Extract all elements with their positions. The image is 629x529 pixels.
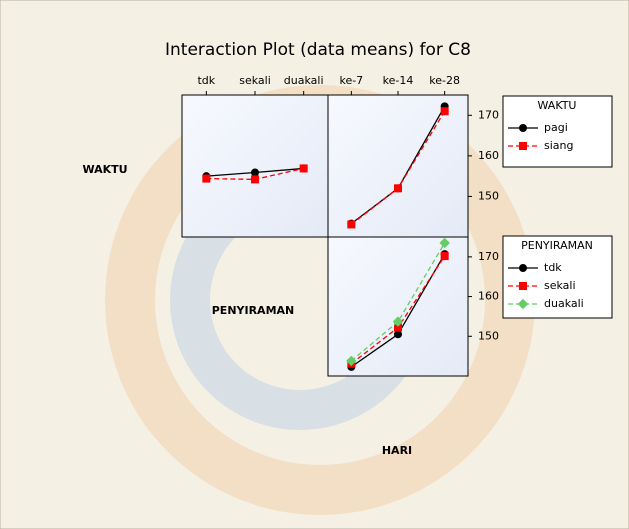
chart-title: Interaction Plot (data means) for C8 — [165, 40, 471, 60]
marker — [251, 168, 259, 177]
marker — [519, 264, 527, 272]
marker — [394, 330, 402, 339]
y-tick-label: 160 — [478, 290, 499, 303]
y-tick-label: 170 — [478, 108, 499, 121]
marker — [519, 124, 527, 132]
factor-label: WAKTU — [82, 163, 127, 176]
marker — [346, 355, 357, 367]
y-tick-label: 160 — [478, 149, 499, 162]
marker — [347, 220, 356, 229]
panel — [327, 94, 469, 238]
legend-label: sekali — [544, 279, 576, 292]
marker — [519, 282, 527, 290]
y-tick-label: 170 — [478, 250, 499, 263]
legend-label: pagi — [544, 121, 568, 134]
factor-label: HARI — [382, 444, 412, 457]
marker — [519, 142, 527, 150]
legend-label: tdk — [544, 261, 562, 274]
x-tick-label: duakali — [284, 74, 324, 87]
factor-label: PENYIRAMAN — [212, 304, 295, 317]
panel — [327, 236, 469, 377]
marker — [392, 316, 404, 327]
marker — [439, 237, 450, 249]
x-tick-label: ke-7 — [339, 74, 363, 87]
legend-label: siang — [544, 139, 573, 152]
series-line — [350, 242, 446, 362]
legend-box — [502, 235, 613, 319]
marker — [440, 252, 449, 261]
x-tick-label: ke-14 — [383, 74, 414, 87]
x-tick-label: ke-28 — [429, 74, 460, 87]
marker — [299, 164, 308, 173]
x-tick-label: tdk — [197, 74, 215, 87]
x-tick-label: sekali — [239, 74, 271, 87]
y-tick-label: 150 — [478, 329, 499, 342]
legend-title: WAKTU — [538, 99, 577, 112]
marker — [517, 298, 529, 310]
legend-title: PENYIRAMAN — [521, 239, 593, 252]
marker — [394, 184, 402, 193]
marker — [202, 174, 211, 183]
marker — [440, 107, 449, 116]
y-tick-label: 150 — [478, 189, 499, 202]
marker — [251, 175, 259, 184]
legend-label: duakali — [544, 297, 584, 310]
